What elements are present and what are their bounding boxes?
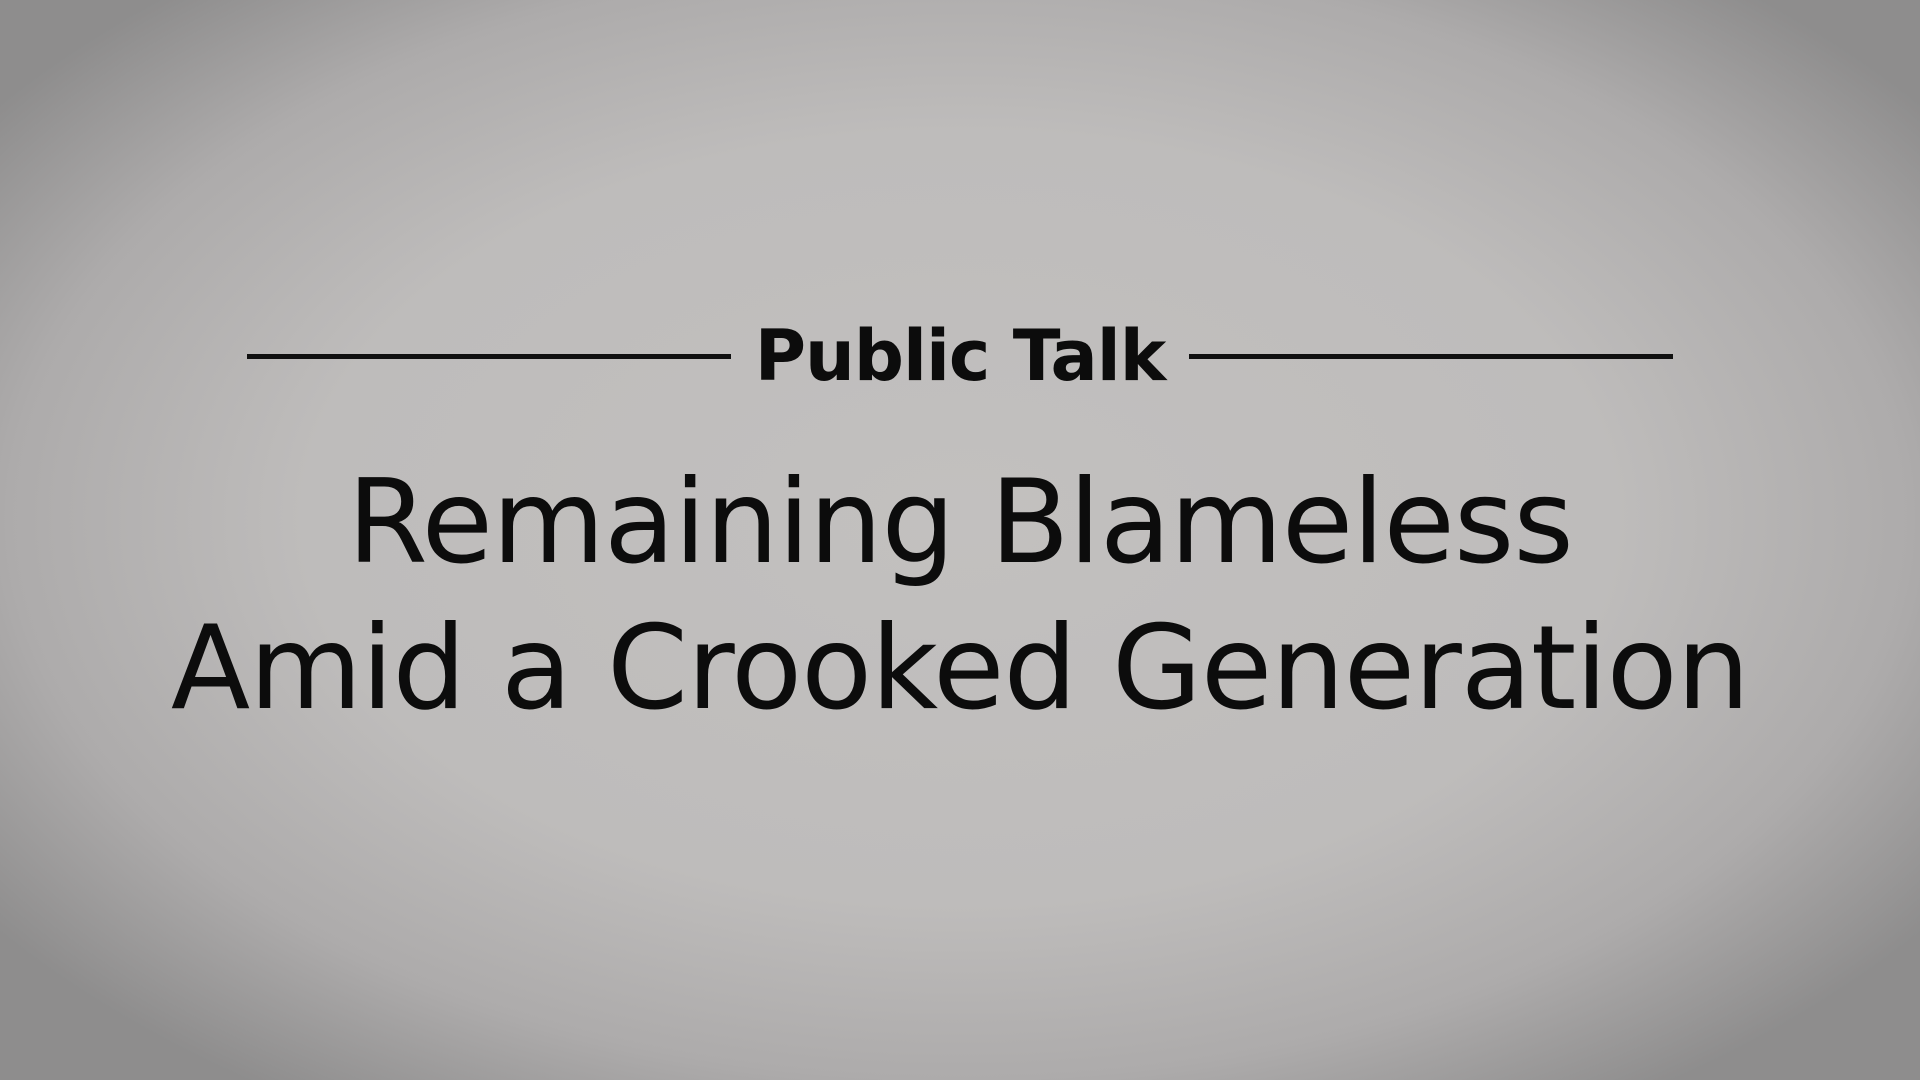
talk-title: Remaining Blameless Amid a Crooked Gener…	[60, 450, 1860, 742]
talk-title-line-2: Amid a Crooked Generation	[170, 601, 1750, 736]
eyebrow-row: Public Talk	[247, 315, 1674, 397]
talk-type-label: Public Talk	[754, 315, 1167, 397]
left-divider-line	[247, 353, 731, 359]
right-divider-line	[1189, 353, 1674, 359]
talk-title-line-1: Remaining Blameless	[347, 455, 1574, 590]
